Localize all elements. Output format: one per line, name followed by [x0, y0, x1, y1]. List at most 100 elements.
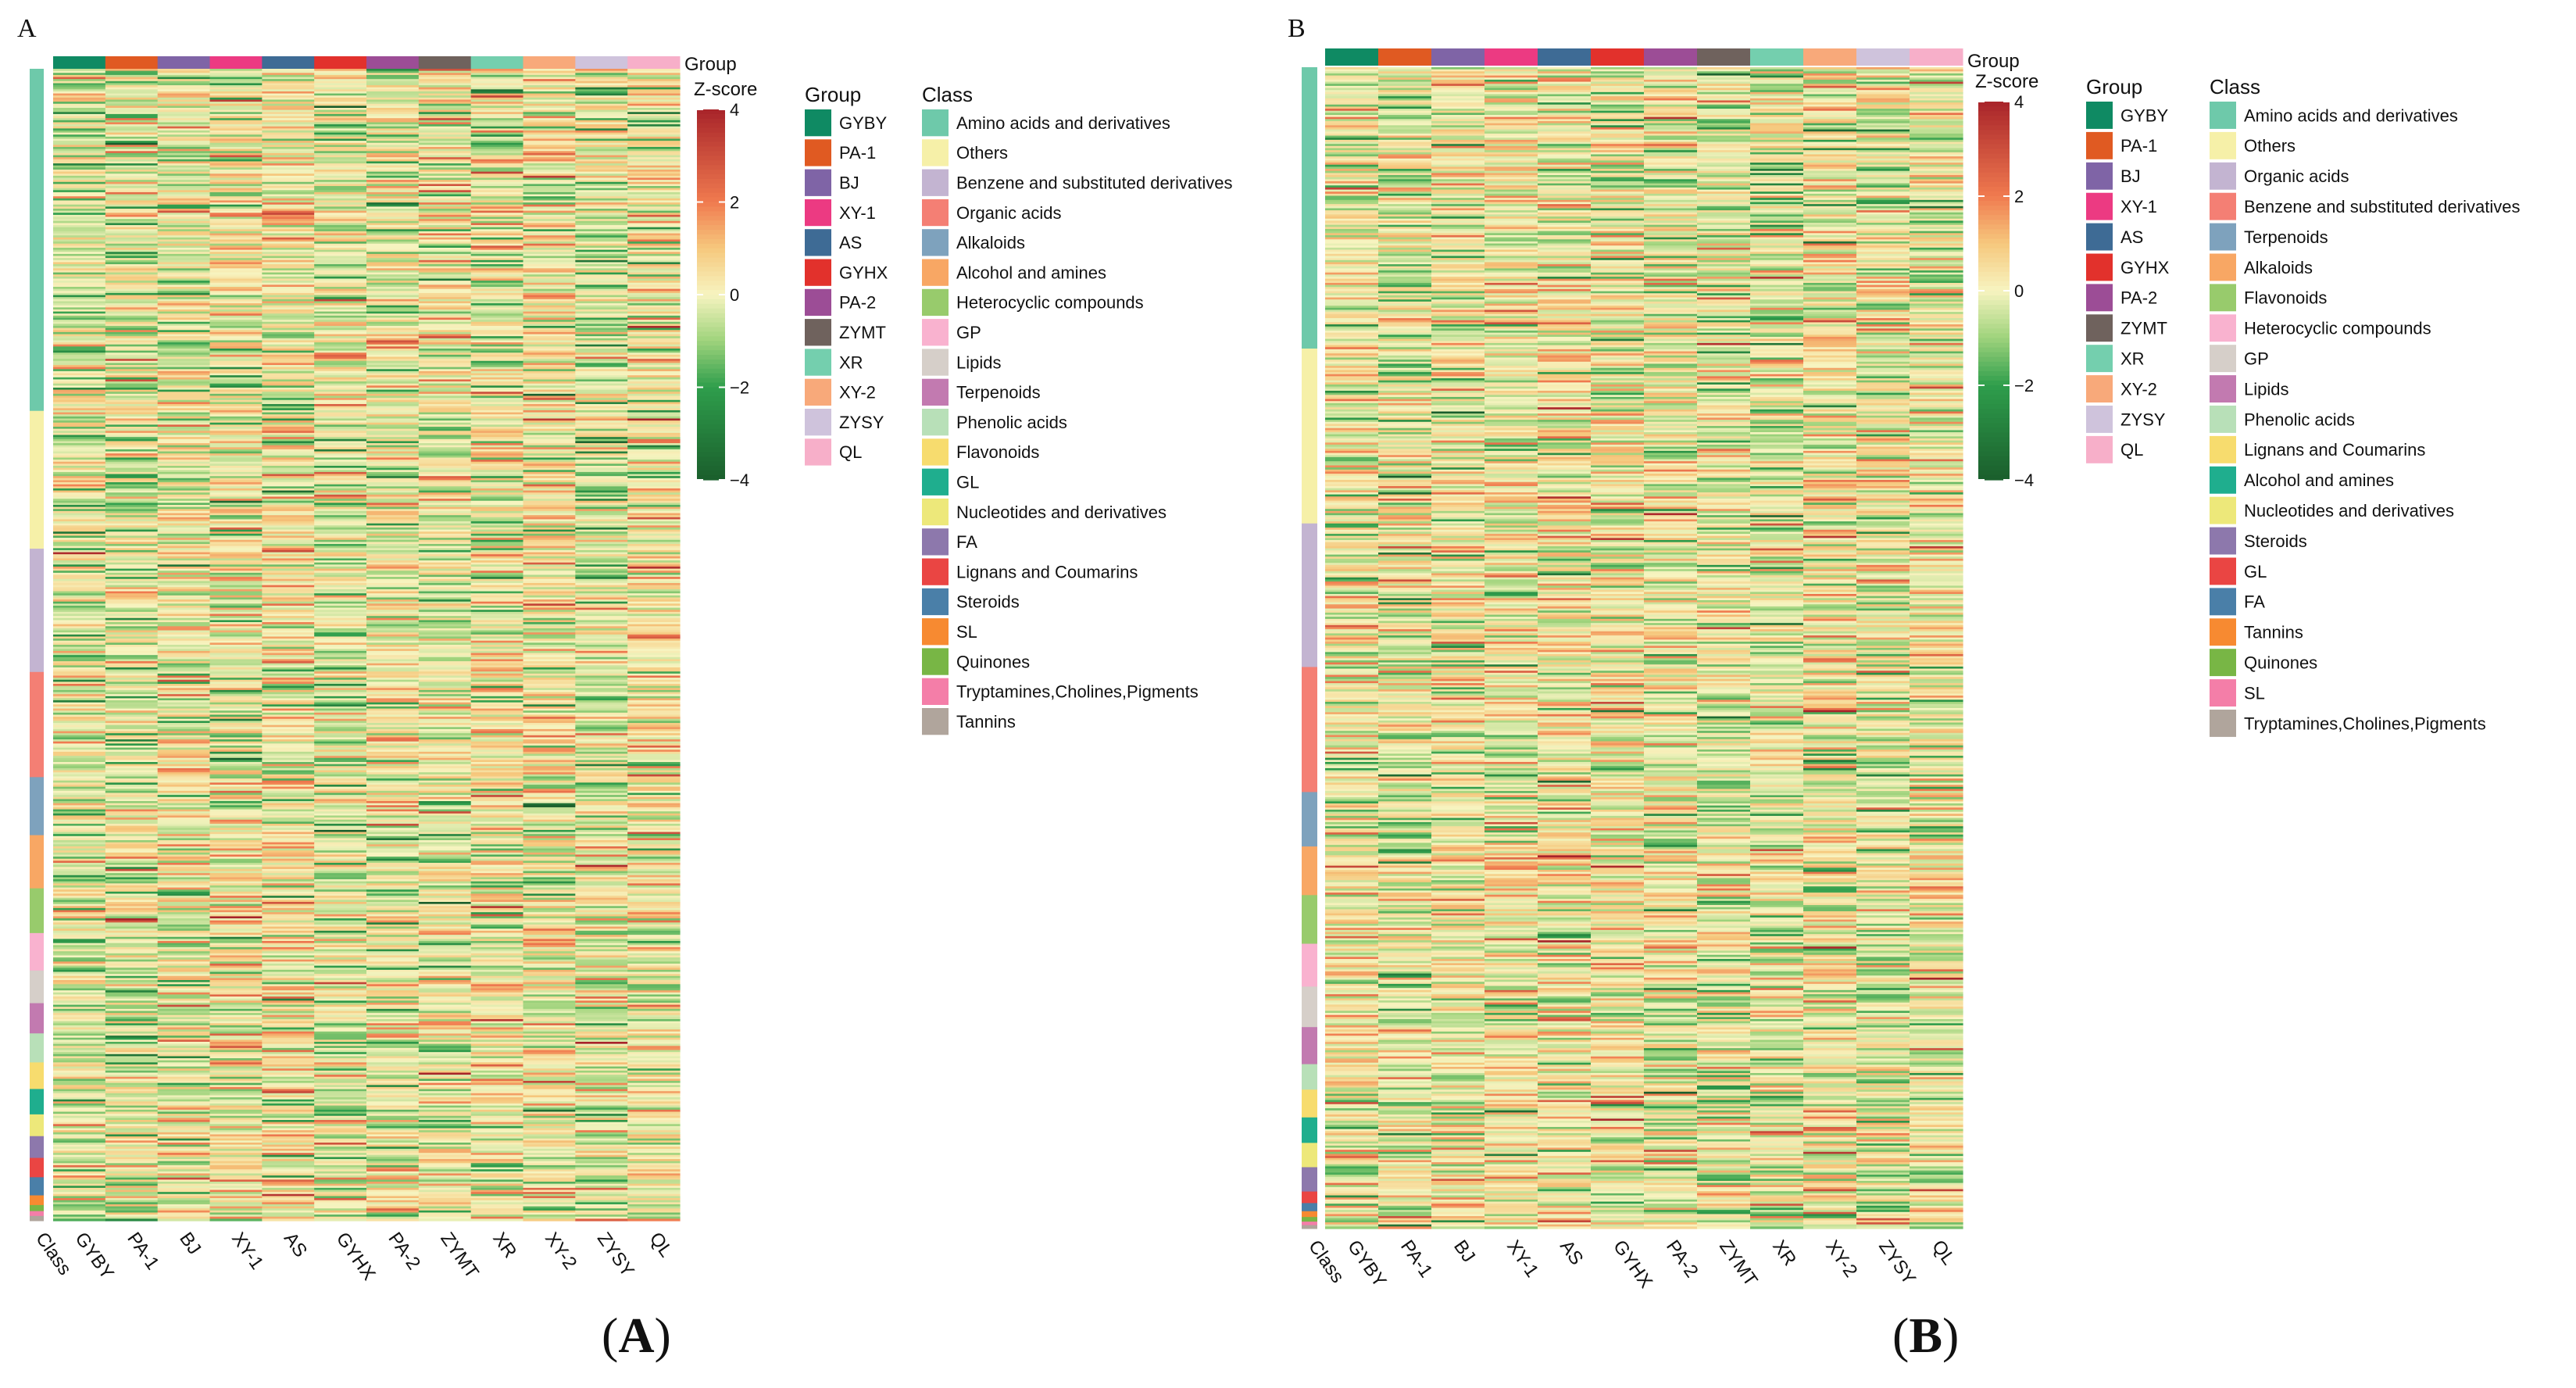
heatmap-cell [418, 239, 472, 242]
heatmap-cell [53, 282, 106, 285]
heatmap-cell [105, 262, 159, 265]
heatmap-cell [314, 253, 367, 257]
heatmap-cell [53, 80, 106, 84]
heatmap-cell [470, 220, 524, 224]
heatmap-cell [262, 134, 315, 138]
heatmap-cell [262, 103, 315, 106]
heatmap-cell [470, 152, 524, 156]
heatmap-cell [209, 208, 263, 212]
heatmap-cell [470, 227, 524, 230]
heatmap-cell [262, 259, 315, 263]
heatmap-cell [314, 87, 367, 90]
heatmap-cell [314, 108, 367, 111]
heatmap-cell [366, 91, 420, 95]
panel-b-letter: B [1288, 14, 1306, 43]
heatmap-cell [627, 191, 681, 195]
heatmap-cell [314, 165, 367, 168]
heatmap-cell [105, 108, 159, 111]
heatmap-cell [523, 241, 576, 245]
heatmap-cell [105, 124, 159, 127]
heatmap-cell [627, 109, 681, 113]
heatmap-cell [314, 223, 367, 226]
heatmap-cell [575, 253, 628, 257]
heatmap-cell [627, 141, 681, 144]
heatmap-cell [523, 208, 576, 212]
class-segment-Flavonoids [30, 1062, 44, 1089]
heatmap-cell [157, 219, 211, 222]
heatmap-cell [575, 256, 628, 259]
heatmap-cell [209, 73, 263, 76]
heatmap-cell [470, 141, 524, 144]
heatmap-cell [262, 147, 315, 150]
heatmap-cell [366, 130, 420, 134]
heatmap-cell [314, 282, 367, 285]
heatmap-cell [418, 235, 472, 238]
heatmap-cell [262, 79, 315, 82]
heatmap-cell [262, 83, 315, 86]
heatmap-cell [418, 171, 472, 174]
heatmap-cell [418, 118, 472, 121]
heatmap-cell [470, 229, 524, 232]
heatmap-cell [314, 225, 367, 228]
heatmap-cell [53, 126, 106, 129]
heatmap-cell [470, 112, 524, 115]
heatmap-cell [157, 252, 211, 255]
heatmap-cell [209, 282, 263, 285]
group-annotation-label: Group [684, 54, 737, 75]
heatmap-cell [418, 202, 472, 206]
heatmap-cell [314, 120, 367, 123]
heatmap-cell [523, 93, 576, 96]
heatmap-cell [366, 229, 420, 232]
heatmap-cell [470, 106, 524, 109]
heatmap-cell [262, 188, 315, 191]
heatmap-cell [105, 239, 159, 242]
heatmap-cell [262, 281, 315, 284]
heatmap-cell [418, 70, 472, 73]
heatmap-cell [262, 229, 315, 232]
heatmap-cell [157, 171, 211, 174]
heatmap-cell [105, 241, 159, 245]
heatmap-cell [314, 276, 367, 280]
heatmap-cell [575, 77, 628, 80]
heatmap-cell [627, 213, 681, 216]
heatmap-cell [157, 237, 211, 241]
heatmap-cell [209, 91, 263, 95]
heatmap-cell [523, 219, 576, 222]
heatmap-cell [157, 281, 211, 284]
heatmap-cell [209, 213, 263, 216]
heatmap-cell [262, 85, 315, 88]
heatmap-cell [627, 134, 681, 138]
heatmap-cell [209, 95, 263, 98]
heatmap-cell [314, 198, 367, 202]
heatmap-cell [366, 157, 420, 160]
heatmap-cell [366, 70, 420, 73]
heatmap-cell [53, 259, 106, 263]
heatmap-cell [470, 235, 524, 238]
group-annotation-XR [470, 56, 523, 69]
heatmap-cell [157, 270, 211, 274]
heatmap-cell [209, 99, 263, 102]
heatmap-cell [366, 276, 420, 280]
heatmap-cell [627, 252, 681, 255]
heatmap-cell [418, 282, 472, 285]
heatmap-cell [209, 181, 263, 184]
heatmap-cell [157, 239, 211, 242]
heatmap-cell [523, 171, 576, 174]
group-annotation-BJ [157, 56, 210, 69]
heatmap-cell [262, 148, 315, 152]
heatmap-cell [53, 281, 106, 284]
heatmap-cell [105, 83, 159, 86]
heatmap-cell [418, 249, 472, 252]
heatmap-cell [314, 161, 367, 164]
heatmap-cell [53, 186, 106, 189]
heatmap-cell [262, 266, 315, 269]
heatmap-cell [209, 87, 263, 90]
heatmap-cell [523, 155, 576, 158]
heatmap-cell [418, 266, 472, 269]
heatmap-cell [53, 264, 106, 267]
heatmap-cell [627, 85, 681, 88]
heatmap-cell [575, 112, 628, 115]
heatmap-cell [366, 142, 420, 145]
heatmap-cell [157, 225, 211, 228]
heatmap-cell [470, 118, 524, 121]
